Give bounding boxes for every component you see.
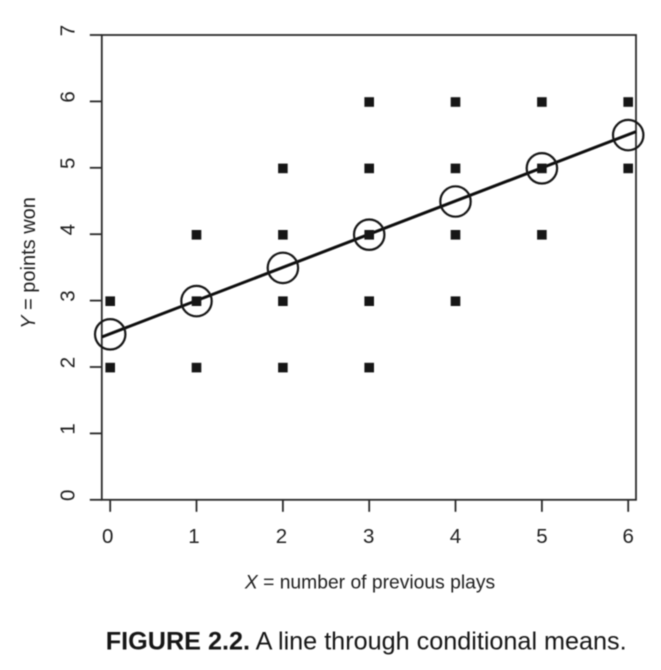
svg-text:6: 6 [622, 525, 633, 548]
svg-text:5: 5 [536, 525, 547, 548]
svg-text:7: 7 [56, 25, 79, 36]
svg-text:X = number of previous plays: X = number of previous plays [244, 573, 495, 594]
svg-text:0: 0 [102, 525, 113, 548]
svg-text:2: 2 [56, 357, 79, 368]
svg-text:3: 3 [56, 290, 79, 301]
svg-text:4: 4 [56, 224, 79, 235]
svg-text:6: 6 [56, 91, 79, 102]
svg-text:FIGURE 2.2. A line through con: FIGURE 2.2. A line through conditional m… [106, 628, 627, 656]
svg-text:2: 2 [276, 525, 287, 548]
svg-text:Y = points won: Y = points won [18, 197, 40, 329]
svg-text:5: 5 [56, 158, 79, 169]
svg-text:1: 1 [188, 525, 199, 548]
svg-text:1: 1 [56, 423, 79, 434]
svg-text:3: 3 [363, 525, 374, 548]
svg-text:0: 0 [56, 490, 79, 501]
svg-text:4: 4 [450, 525, 461, 548]
